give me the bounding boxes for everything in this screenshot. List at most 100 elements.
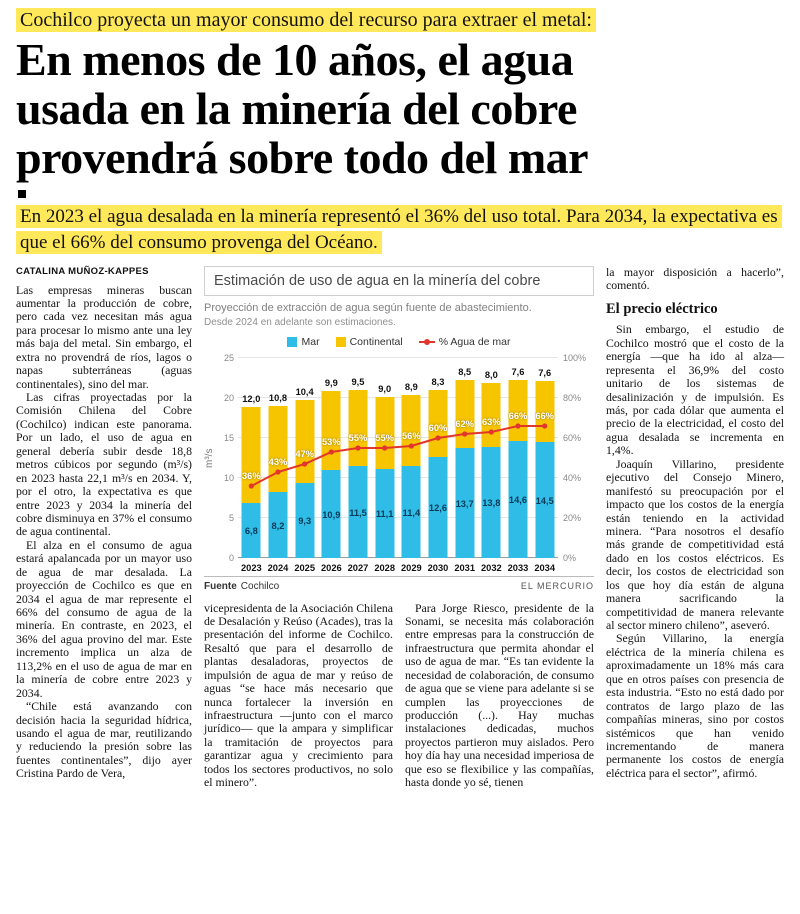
mar-value-label: 13,7 [455,498,474,509]
year-label: 2026 [320,562,342,573]
bar-group-2029: 8,9 11,4 56% 2029 [398,358,425,572]
body-paragraph: Joaquín Villarino, presidente ejecutivo … [606,456,784,633]
body-paragraph: El alza en el consumo de agua estará apa… [16,537,192,700]
source-name: Cochilco [240,580,280,592]
bar-mar [348,465,368,558]
chart-subtitle: Proyección de extracción de agua según f… [204,301,532,314]
bar-mar [241,503,261,558]
body-paragraph: Las cifras proyectadas por la Comisión C… [16,390,192,539]
mar-swatch-icon [287,336,298,347]
body-paragraph: la mayor disposición a hacerlo”, comentó… [606,264,784,292]
mar-value-label: 14,6 [508,495,528,506]
bar-continental [348,389,368,466]
mar-value-label: 6,8 [244,526,258,537]
bar-group-2027: 9,5 11,5 55% 2027 [345,358,372,573]
mar-value-label: 9,3 [298,516,312,527]
continental-value-label: 8,0 [484,370,498,381]
y-axis-label: m³/s [204,447,215,468]
center-column: Estimación de uso de agua en la minería … [204,265,594,790]
bar-mar [321,470,341,558]
pct-label: 36% [242,470,261,481]
continental-value-label: 12,0 [242,394,261,405]
article-columns: CATALINA MUÑOZ-KAPPES Las empresas miner… [16,264,784,790]
legend-label: Mar [301,335,320,348]
legend-label: Continental [349,335,403,348]
continental-value-label: 8,5 [458,366,472,377]
gridline [238,516,558,518]
year-label: 2024 [267,562,289,573]
pct-label: 66% [535,410,554,421]
mar-value-label: 11,1 [375,509,394,520]
gridline [238,396,558,398]
continental-value-label: 7,6 [511,366,525,377]
continental-value-label: 9,0 [378,383,392,394]
bar-continental [321,391,341,471]
y-axis-ticks-left: 0 5 10 15 20 25 [223,352,234,563]
right-column: la mayor disposición a hacerlo”, comentó… [606,264,784,790]
bar-continental [268,405,288,492]
bar-mar [401,466,421,558]
year-label: 2033 [507,562,529,573]
gridline [238,556,558,558]
y-axis-ticks-right: 0% 20% 40% 60% 80% 100% [563,352,587,563]
year-label: 2023 [240,562,262,573]
year-label: 2034 [534,562,555,573]
pct-label: 43% [268,456,288,467]
headline-line-3: provendrá sobre todo del mar [16,131,589,183]
bar-mar [375,468,395,558]
kicker: Cochilco proyecta un mayor consumo del r… [16,8,784,32]
mar-value-label: 14,5 [535,495,554,506]
chart-source-row: Fuente Cochilco EL MERCURIO [204,575,594,592]
byline: CATALINA MUÑOZ-KAPPES [16,265,149,277]
water-use-chart: Estimación de uso de agua en la minería … [204,265,594,592]
headline-line-1: En menos de 10 años, el agua [16,34,574,85]
pct-label: 47% [295,448,314,459]
bar-group-2030: 8,3 12,6 60% 2030 [425,358,452,572]
subhead: En 2023 el agua desalada en la minería r… [16,204,784,255]
mar-value-label: 13,8 [482,498,501,509]
year-label: 2025 [294,562,315,573]
legend-item-mar: Mar [287,335,320,348]
bar-group-2025: 10,4 9,3 47% 2025 [291,358,318,573]
bar-group-2028: 9,0 11,1 55% 2028 [371,358,398,573]
bar-continental [481,383,501,448]
mar-value-label: 10,9 [322,509,341,520]
mar-value-label: 12,6 [428,503,448,514]
pct-label: 53% [322,436,341,447]
chart-source: Fuente Cochilco [204,581,279,592]
line-marker-icon [418,338,435,346]
year-label: 2027 [347,562,369,573]
mar-value-label: 8,2 [271,520,285,531]
center-subcolumn-left: vicepresidenta de la Asociación Chilena … [204,600,393,790]
body-paragraph: Las empresas mineras buscan aumentar la … [16,282,192,391]
bar-continental [241,407,261,504]
year-label: 2032 [480,562,502,573]
legend-label: % Agua de mar [438,335,511,348]
year-label: 2031 [454,562,475,573]
bar-continental [455,379,475,448]
headline: En menos de 10 años, el agua usada en la… [16,34,784,183]
continental-value-label: 7,6 [538,367,552,378]
section-heading: El precio eléctrico [606,301,718,318]
bar-mar [295,483,315,558]
body-paragraph: Sin embargo, el estudio de Cochilco most… [606,322,784,458]
pct-label: 55% [375,432,394,443]
chart-plot-area: m³/s 0 5 10 15 20 25 12,0 6,8 36% 2023 10,8 8,2 43%… [204,352,594,573]
continental-value-label: 8,9 [404,382,418,393]
headline-line-2: usada en la minería del cobre [16,82,577,134]
year-label: 2029 [400,562,422,573]
newspaper-credit: EL MERCURIO [520,580,594,591]
chart-note: Desde 2024 en adelante son estimaciones. [204,316,396,328]
gridline [238,356,558,358]
left-column: CATALINA MUÑOZ-KAPPES Las empresas miner… [16,266,192,790]
body-paragraph: vicepresidenta de la Asociación Chilena … [204,600,393,790]
pct-label: 62% [455,418,474,429]
mar-value-label: 11,5 [349,507,367,518]
continental-swatch-icon [335,336,346,347]
section-bullet [18,190,26,199]
pct-label: 66% [508,410,528,421]
continental-value-label: 10,8 [268,392,288,403]
body-paragraph: “Chile está avanzando con decisión hacia… [16,699,192,781]
body-paragraph: Para Jorge Riesco, presidente de la Sona… [405,600,594,790]
